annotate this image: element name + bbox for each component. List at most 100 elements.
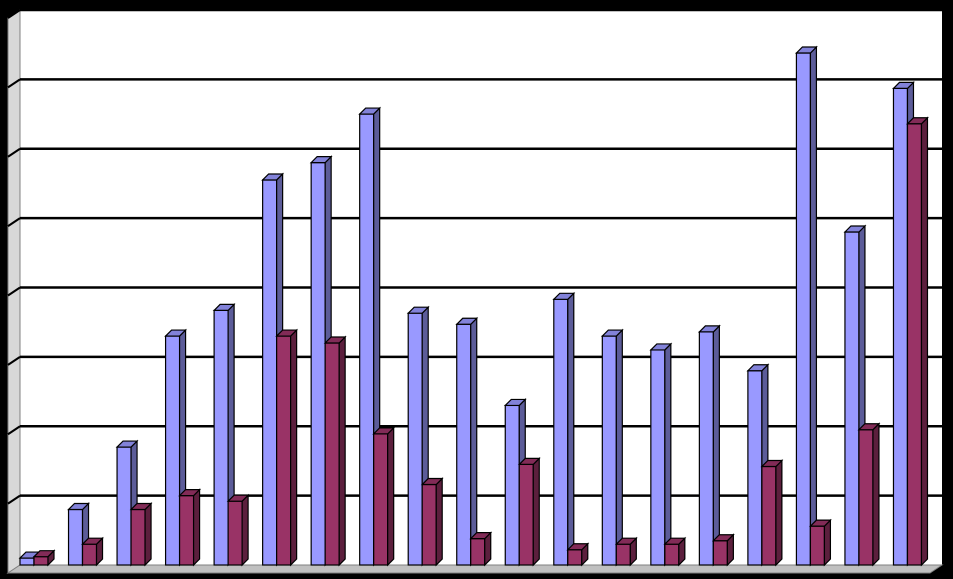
bar-front [116, 446, 132, 566]
bar-group [67, 502, 104, 567]
bar-front [504, 404, 520, 566]
bar-top [663, 537, 687, 545]
bar-group [697, 324, 735, 567]
bar-front [262, 179, 278, 566]
bar-front [567, 549, 583, 566]
bar-top [129, 502, 153, 511]
bar-side [338, 335, 346, 567]
bar-front [130, 508, 146, 566]
bar-series-2 [178, 488, 202, 567]
bar-series-1 [697, 324, 721, 567]
bar-series-1 [552, 291, 576, 567]
bar-side [435, 477, 443, 567]
bar-top [323, 336, 347, 344]
bar-series-2 [663, 536, 687, 567]
bar-top [178, 489, 202, 497]
gridline-side [7, 217, 21, 227]
bar-group [18, 549, 56, 567]
bar-front [518, 463, 534, 566]
bar-side [775, 459, 783, 567]
bar-front [19, 557, 35, 566]
bar-side [823, 518, 832, 567]
bar-series-2 [323, 335, 347, 567]
bar-side [664, 342, 672, 567]
bar-group [892, 80, 929, 567]
bar-series-2 [711, 533, 735, 567]
bar-top [32, 550, 56, 558]
bar-top [697, 325, 721, 333]
bar-front [664, 543, 680, 566]
bar-group [746, 363, 784, 567]
bar-group [649, 342, 687, 567]
bar-series-2 [129, 502, 153, 567]
bar-side [872, 422, 880, 567]
bar-group [600, 328, 638, 567]
bar-series-1 [455, 316, 479, 567]
bar-series-2 [566, 542, 590, 567]
bar-top [261, 173, 285, 181]
bar-top [226, 494, 250, 502]
bar-series-2 [517, 456, 541, 567]
bar-top [600, 329, 624, 337]
bar-side [144, 502, 152, 567]
bar-top [275, 329, 299, 337]
bar-series-2 [420, 477, 444, 567]
bar-side [712, 324, 720, 567]
bar-side [567, 291, 575, 567]
bar-top [892, 81, 915, 89]
bar-group [261, 172, 299, 567]
bar-front [373, 433, 389, 566]
bar-top [372, 427, 396, 435]
bar-top [552, 292, 576, 300]
bar-side [615, 328, 623, 567]
gridline-side [7, 494, 21, 505]
bar-top [857, 423, 881, 431]
bar-top [455, 317, 479, 325]
bar-front [81, 543, 98, 566]
bar-front [906, 123, 923, 566]
bar-front [809, 525, 826, 566]
bar-front [324, 342, 340, 566]
bar-side [192, 488, 201, 567]
bar-front [761, 465, 777, 566]
bar-group [455, 316, 493, 567]
bar-series [18, 45, 929, 567]
bar-series-1 [794, 45, 818, 567]
bar-series-2 [275, 328, 299, 567]
gridline-side [7, 78, 21, 89]
bar-front [747, 370, 763, 566]
bar-top [711, 534, 735, 542]
bar-side [809, 45, 818, 567]
bar-group [794, 45, 832, 567]
bar-front [601, 335, 617, 566]
bar-front [553, 298, 569, 566]
bar-front [359, 113, 375, 566]
bar-side [290, 328, 298, 567]
gridline-side [7, 286, 21, 297]
bar-top [309, 156, 333, 164]
bar-group [843, 224, 881, 567]
bar-front [795, 52, 812, 566]
bar-series-1 [649, 342, 673, 567]
bar-top [614, 537, 638, 545]
bar-series-2 [32, 549, 56, 567]
gridline-side [7, 356, 21, 366]
gridline-side [7, 9, 21, 19]
bar-group [552, 291, 590, 567]
bar-top [469, 532, 493, 540]
bar-series-2 [372, 426, 396, 567]
floor [6, 564, 944, 574]
bar-group [115, 439, 153, 567]
bar-group [503, 397, 541, 567]
bar-front [615, 543, 631, 566]
bar-series-2 [226, 493, 250, 567]
bar-front [844, 231, 860, 566]
bar-series-1 [600, 328, 624, 567]
bar-front [470, 538, 486, 566]
bar-top [115, 440, 139, 448]
bar-front [456, 323, 472, 566]
bar-top [517, 457, 541, 466]
bar-front [164, 335, 181, 566]
bar-top [794, 46, 818, 54]
